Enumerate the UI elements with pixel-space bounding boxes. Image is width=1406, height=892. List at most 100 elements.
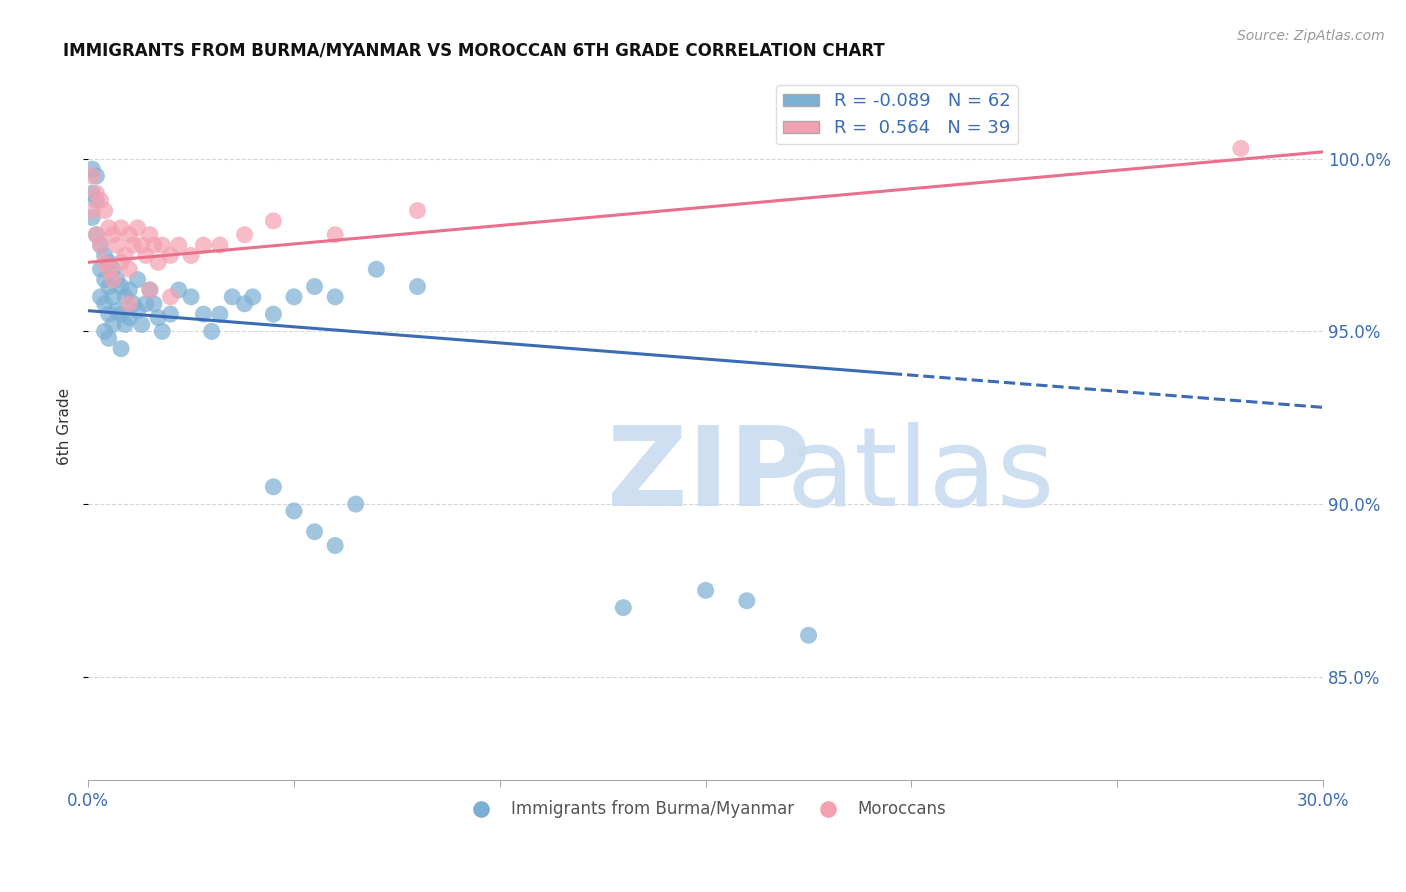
Point — [221, 290, 243, 304]
Point — [97, 331, 120, 345]
Point — [180, 290, 202, 304]
Point — [208, 238, 231, 252]
Point — [118, 297, 141, 311]
Point — [114, 248, 136, 262]
Text: IMMIGRANTS FROM BURMA/MYANMAR VS MOROCCAN 6TH GRADE CORRELATION CHART: IMMIGRANTS FROM BURMA/MYANMAR VS MOROCCA… — [63, 42, 886, 60]
Point — [86, 169, 108, 183]
Point — [101, 262, 124, 277]
Point — [159, 307, 181, 321]
Point — [101, 272, 124, 286]
Point — [208, 307, 231, 321]
Point — [118, 310, 141, 325]
Point — [97, 307, 120, 321]
Point — [122, 238, 145, 252]
Point — [323, 290, 346, 304]
Point — [233, 227, 256, 242]
Point — [97, 255, 120, 269]
Point — [146, 255, 169, 269]
Point — [105, 238, 128, 252]
Point — [89, 193, 111, 207]
Point — [139, 283, 162, 297]
Point — [797, 628, 820, 642]
Point — [193, 307, 215, 321]
Point — [82, 169, 104, 183]
Point — [283, 504, 305, 518]
Point — [159, 248, 181, 262]
Point — [110, 220, 132, 235]
Point — [89, 262, 111, 277]
Point — [344, 497, 367, 511]
Point — [82, 211, 104, 225]
Point — [89, 238, 111, 252]
Point — [110, 342, 132, 356]
Point — [159, 290, 181, 304]
Point — [82, 186, 104, 201]
Point — [97, 220, 120, 235]
Point — [93, 203, 115, 218]
Point — [1230, 141, 1253, 155]
Point — [101, 290, 124, 304]
Point — [93, 297, 115, 311]
Text: Source: ZipAtlas.com: Source: ZipAtlas.com — [1237, 29, 1385, 43]
Point — [97, 262, 120, 277]
Point — [139, 227, 162, 242]
Point — [283, 290, 305, 304]
Point — [127, 272, 149, 286]
Point — [167, 238, 190, 252]
Point — [101, 318, 124, 332]
Point — [93, 255, 115, 269]
Point — [167, 283, 190, 297]
Point — [86, 227, 108, 242]
Y-axis label: 6th Grade: 6th Grade — [58, 388, 72, 465]
Point — [86, 227, 108, 242]
Point — [114, 290, 136, 304]
Point — [110, 279, 132, 293]
Point — [323, 539, 346, 553]
Point — [612, 600, 634, 615]
Point — [86, 193, 108, 207]
Point — [150, 325, 173, 339]
Point — [110, 307, 132, 321]
Point — [735, 593, 758, 607]
Point — [695, 583, 717, 598]
Point — [135, 297, 157, 311]
Point — [127, 220, 149, 235]
Point — [139, 283, 162, 297]
Point — [105, 272, 128, 286]
Point — [105, 303, 128, 318]
Point — [150, 238, 173, 252]
Point — [406, 203, 429, 218]
Point — [193, 238, 215, 252]
Point — [118, 262, 141, 277]
Point — [242, 290, 264, 304]
Point — [262, 307, 284, 321]
Point — [118, 283, 141, 297]
Point — [143, 238, 166, 252]
Point — [262, 480, 284, 494]
Point — [135, 248, 157, 262]
Point — [86, 186, 108, 201]
Point — [233, 297, 256, 311]
Point — [114, 318, 136, 332]
Legend: Immigrants from Burma/Myanmar, Moroccans: Immigrants from Burma/Myanmar, Moroccans — [458, 794, 953, 825]
Point — [304, 524, 326, 539]
Point — [323, 227, 346, 242]
Point — [406, 279, 429, 293]
Text: atlas: atlas — [786, 423, 1054, 530]
Point — [89, 290, 111, 304]
Point — [110, 255, 132, 269]
Point — [143, 297, 166, 311]
Point — [201, 325, 224, 339]
Point — [366, 262, 388, 277]
Point — [131, 238, 153, 252]
Point — [262, 214, 284, 228]
Point — [97, 279, 120, 293]
Point — [93, 248, 115, 262]
Text: ZIP: ZIP — [607, 423, 810, 530]
Point — [93, 272, 115, 286]
Point — [131, 318, 153, 332]
Point — [89, 238, 111, 252]
Point — [101, 227, 124, 242]
Point — [180, 248, 202, 262]
Point — [118, 227, 141, 242]
